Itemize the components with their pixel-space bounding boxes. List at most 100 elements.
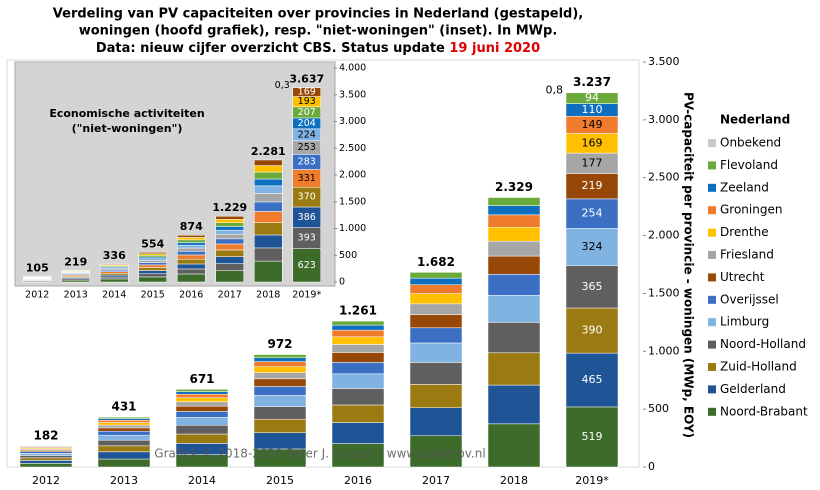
x-tick-label: 2012 <box>25 290 49 301</box>
bar-segment <box>254 211 283 223</box>
bar-segment <box>565 173 619 200</box>
data-label: 519 <box>582 430 603 443</box>
inset-title: Economische activiteiten <box>49 107 204 120</box>
bar-segment <box>138 255 167 258</box>
data-label: 365 <box>582 280 603 293</box>
bar-segment <box>177 258 206 265</box>
x-tick-label: 2017 <box>218 290 242 301</box>
total-label: 182 <box>33 428 58 442</box>
bar-segment <box>409 293 463 305</box>
total-label: 336 <box>103 249 126 262</box>
x-tick-label: 2017 <box>422 474 450 487</box>
bar-segment <box>253 366 307 373</box>
data-label: 149 <box>582 118 603 131</box>
bar-segment <box>565 307 619 354</box>
bar-segment <box>175 433 229 444</box>
bar-segment <box>331 336 385 345</box>
total-label: 105 <box>26 261 49 274</box>
data-label: 623 <box>298 260 316 271</box>
bar-segment <box>331 329 385 338</box>
x-tick-label: 2014 <box>102 290 126 301</box>
legend-swatch <box>708 251 716 259</box>
x-tick-label: 2013 <box>110 474 138 487</box>
x-tick-label: 2016 <box>179 290 203 301</box>
data-label: 386 <box>298 212 316 223</box>
bar-segment <box>177 247 206 252</box>
bar-segment <box>177 239 206 243</box>
bar-segment <box>409 272 463 279</box>
bar-segment <box>215 226 244 231</box>
bar-segment <box>487 384 541 425</box>
total-label: 972 <box>267 337 292 351</box>
legend-swatch <box>708 295 716 304</box>
total-label: 3.237 <box>573 75 611 89</box>
data-label: 224 <box>298 129 316 140</box>
bar-segment <box>175 424 229 435</box>
bar-segment <box>175 393 229 399</box>
x-tick-label: 2019* <box>292 290 321 301</box>
bar-segment <box>175 411 229 418</box>
total-label: 671 <box>189 372 214 386</box>
data-label: 254 <box>582 207 603 220</box>
bar-segment <box>177 242 206 246</box>
bar-segment <box>254 171 283 180</box>
bar-segment <box>138 252 167 255</box>
total-label: 219 <box>64 255 87 268</box>
bar-segment <box>215 218 244 223</box>
y-tick-label: 1.500 <box>339 196 366 207</box>
legend-label: Utrecht <box>720 270 765 284</box>
x-tick-label: 2013 <box>64 290 88 301</box>
total-label: 1.682 <box>417 255 455 269</box>
legend-title: Nederland <box>720 113 790 127</box>
bar-segment <box>138 270 167 274</box>
bar-segment <box>215 256 244 264</box>
y-tick-label: 4.000 <box>339 63 366 74</box>
legend-swatch <box>708 407 716 416</box>
bar-segment <box>177 254 206 260</box>
x-tick-label: 2016 <box>344 474 372 487</box>
data-label: 169 <box>582 136 603 149</box>
total-label: 2.329 <box>495 180 533 194</box>
total-label: 874 <box>180 220 203 233</box>
legend-label: Flevoland <box>720 158 778 172</box>
legend-swatch <box>708 183 716 192</box>
bar-segment <box>253 378 307 387</box>
bar-segment <box>138 258 167 261</box>
bar-segment <box>253 386 307 396</box>
bar-segment <box>487 197 541 206</box>
legend-label: Zeeland <box>720 180 769 194</box>
bar-segment <box>138 260 167 263</box>
bar-segment <box>177 234 206 238</box>
bar-segment <box>253 361 307 368</box>
bar-segment <box>565 228 619 267</box>
data-label: 110 <box>582 103 603 116</box>
bar-segment <box>487 214 541 228</box>
bar-segment <box>138 276 167 283</box>
x-tick-label: 2018 <box>256 290 280 301</box>
credit: Grafiek © 2018-2020 Peter J. Segaar / ww… <box>154 447 485 461</box>
data-label: 393 <box>298 233 316 244</box>
bar-segment <box>565 406 619 468</box>
bar-segment <box>254 260 283 283</box>
bar-segment <box>177 251 206 256</box>
bar-segment <box>254 178 283 187</box>
legend-swatch <box>708 363 716 371</box>
data-label: 207 <box>298 107 316 118</box>
data-label: 177 <box>582 156 603 169</box>
bar-segment <box>97 416 151 419</box>
legend-swatch <box>708 161 716 170</box>
bar-segment <box>253 354 307 359</box>
legend-label: Gelderland <box>720 382 786 396</box>
inset-title: ("niet-woningen") <box>72 122 183 135</box>
bar-segment <box>215 270 244 283</box>
data-label: 219 <box>582 179 603 192</box>
bar-segment <box>409 435 463 468</box>
bar-segment <box>138 262 167 266</box>
x-tick-label: 2012 <box>32 474 60 487</box>
bar-segment <box>97 424 151 429</box>
data-label: 0,3 <box>275 80 290 91</box>
bar-segment <box>409 407 463 437</box>
bar-segment <box>19 457 73 461</box>
bar-segment <box>97 422 151 426</box>
